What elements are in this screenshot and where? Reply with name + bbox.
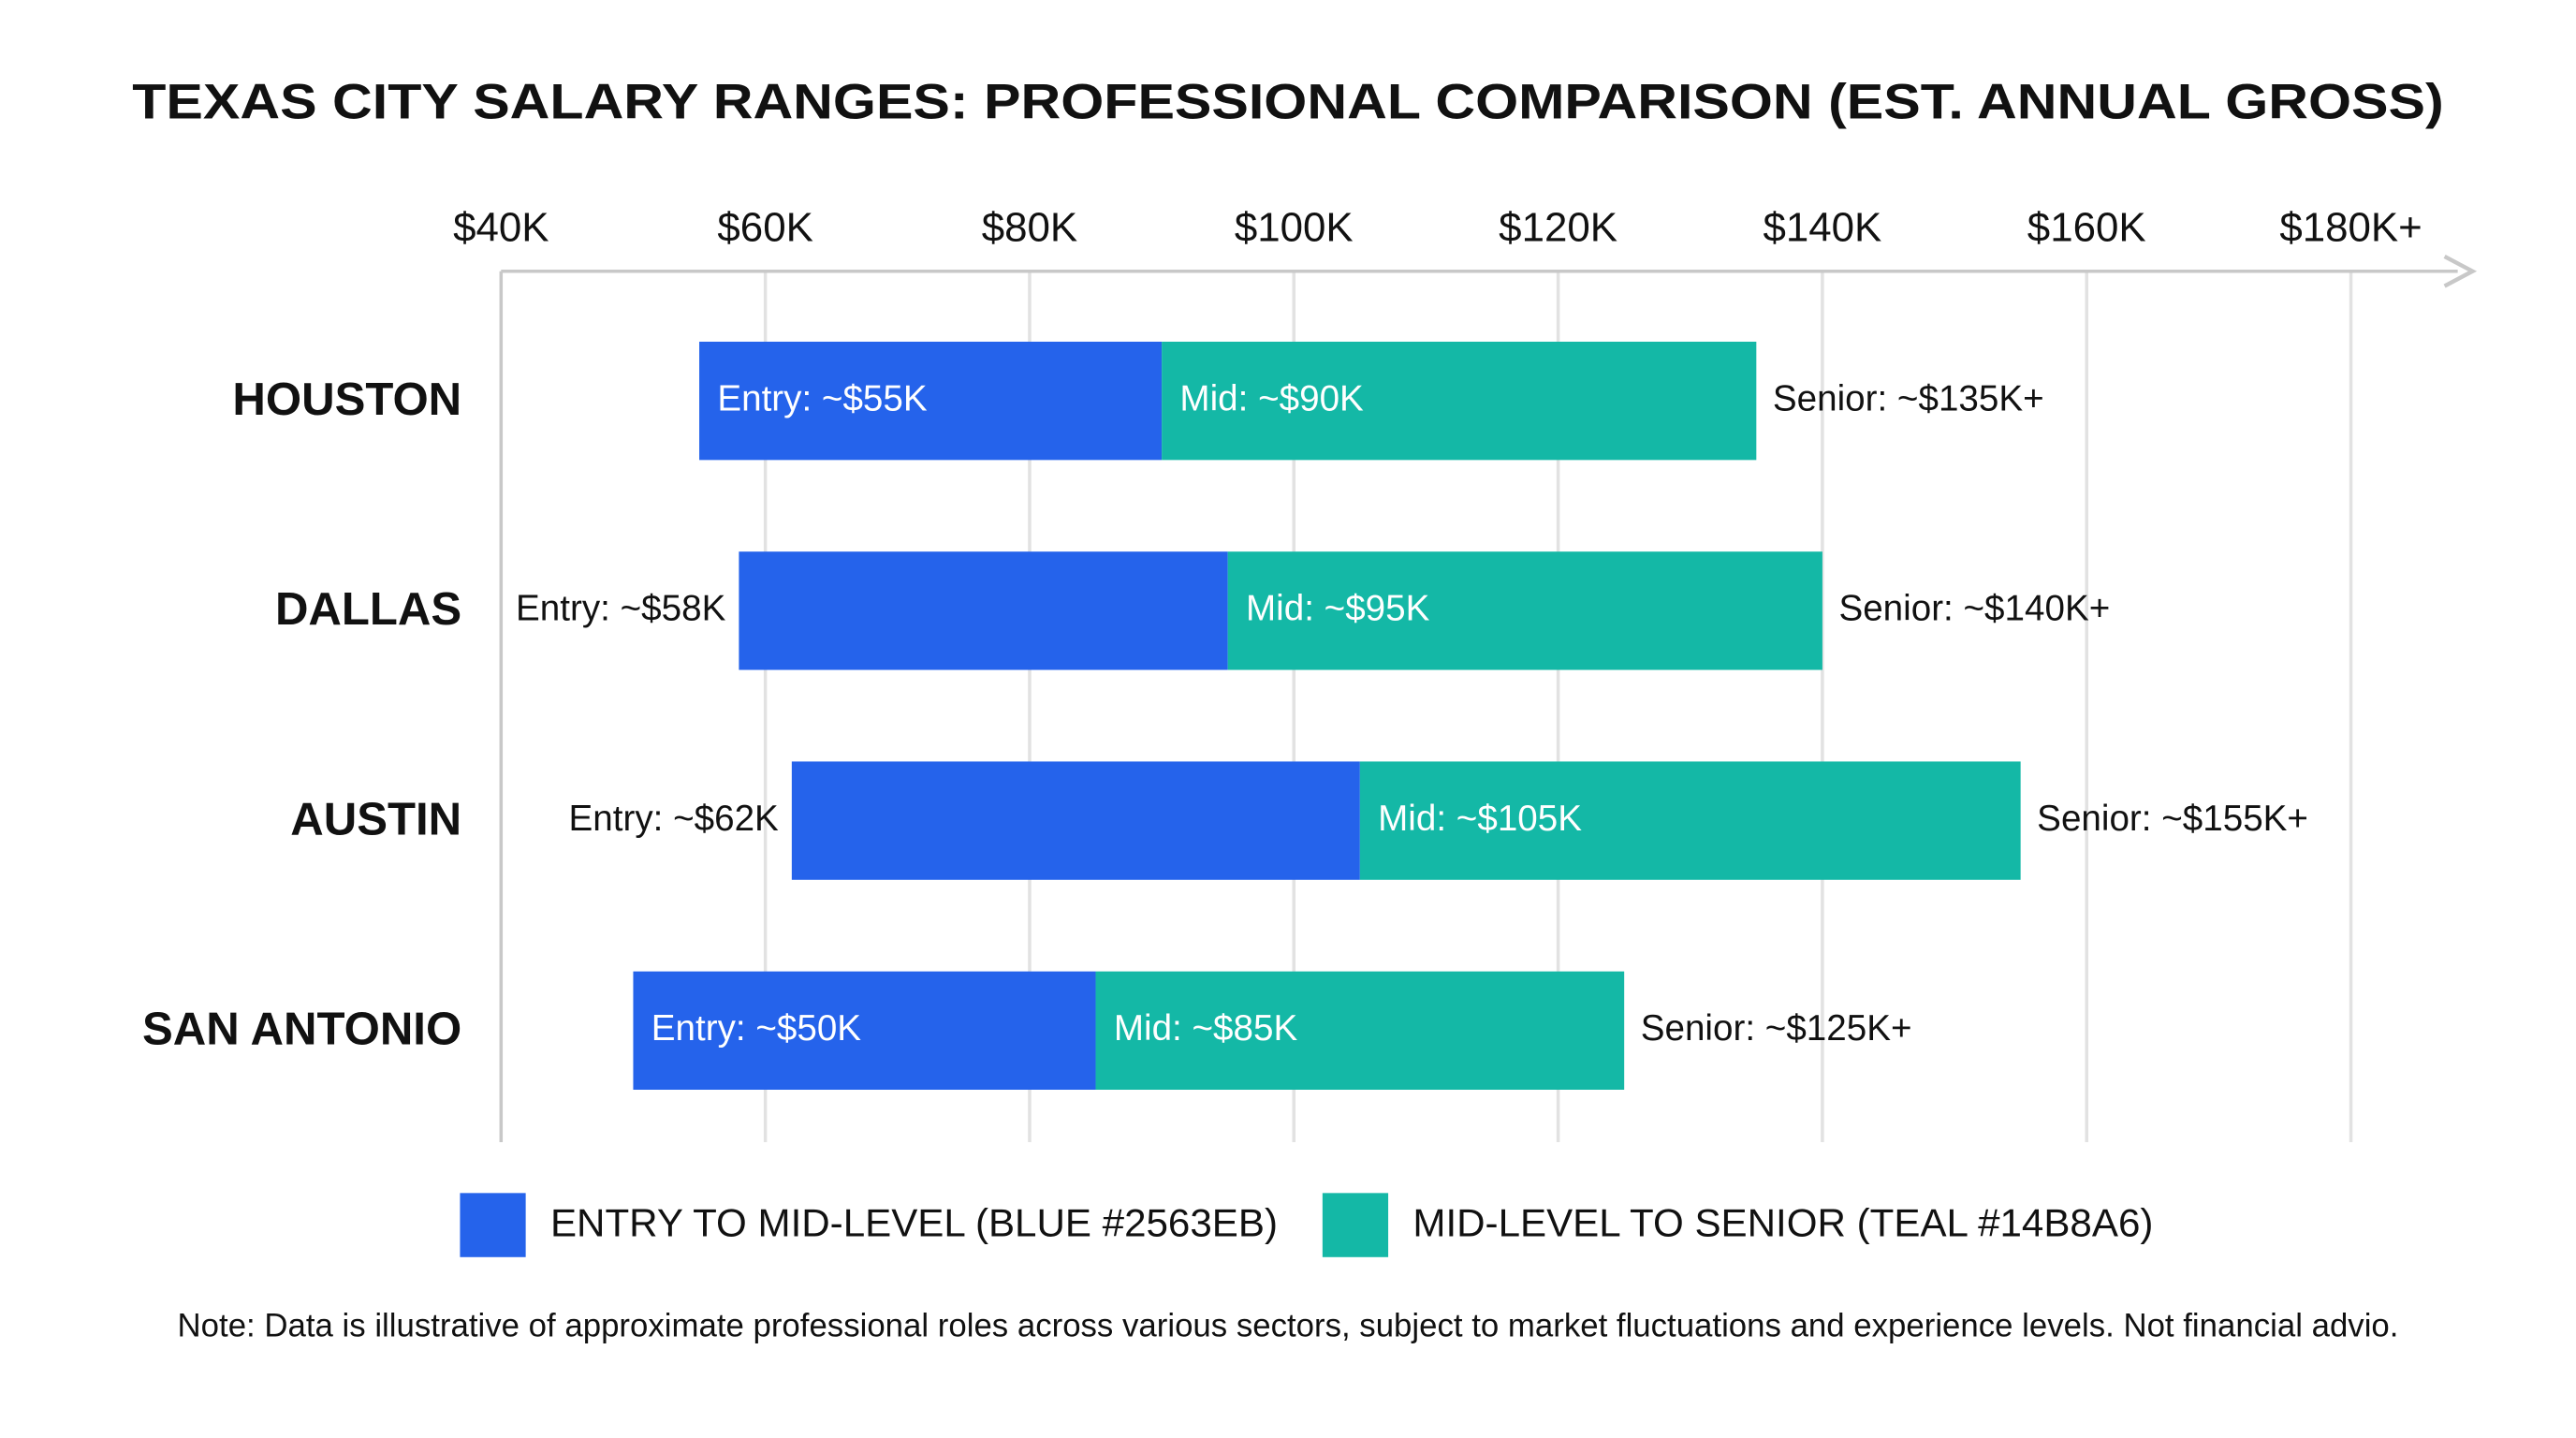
category-label: HOUSTON [232, 374, 461, 425]
legend-label: ENTRY TO MID-LEVEL (BLUE #2563EB) [550, 1201, 1278, 1245]
category-label: AUSTIN [290, 794, 461, 844]
entry-label: Entry: ~$58K [516, 589, 726, 629]
mid-label: Mid: ~$85K [1114, 1008, 1298, 1049]
senior-label: Senior: ~$155K+ [2037, 799, 2308, 839]
mid-senior-bar [1162, 341, 1757, 461]
x-axis-arrow [2443, 254, 2478, 288]
chart-title: TEXAS CITY SALARY RANGES: PROFESSIONAL C… [132, 74, 2443, 129]
footnote: Note: Data is illustrative of approximat… [178, 1308, 2399, 1344]
x-tick-label: $140K [1763, 204, 1881, 250]
senior-label: Senior: ~$125K+ [1641, 1008, 1912, 1049]
legend-swatch [460, 1193, 526, 1257]
category-label: DALLAS [275, 584, 461, 635]
mid-label: Mid: ~$90K [1179, 378, 1364, 418]
plot-area: $40K $60K $80K $100K $120K $140K $160K $180K+ HO… [142, 204, 2422, 1257]
legend-label: MID-LEVEL TO SENIOR (TEAL #14B8A6) [1412, 1201, 2153, 1245]
mid-senior-bar [1227, 551, 1822, 670]
entry-label: Entry: ~$50K [651, 1008, 862, 1049]
legend-swatch [1322, 1193, 1389, 1257]
x-tick-label: $120K [1499, 204, 1617, 250]
mid-label: Mid: ~$95K [1246, 589, 1430, 629]
senior-label: Senior: ~$135K+ [1773, 378, 2044, 418]
entry-mid-bar [791, 761, 1360, 880]
entry-label: Entry: ~$62K [569, 799, 780, 839]
x-tick-label: $160K [2027, 204, 2146, 250]
mid-senior-bar [1359, 761, 2021, 880]
x-tick-label: $40K [453, 204, 549, 250]
category-label: SAN ANTONIO [142, 1005, 461, 1055]
entry-mid-bar [739, 551, 1228, 670]
entry-label: Entry: ~$55K [717, 378, 928, 418]
x-tick-label: $80K [982, 204, 1077, 250]
mid-label: Mid: ~$105K [1378, 799, 1582, 839]
x-tick-label: $60K [717, 204, 812, 250]
entry-mid-bar [633, 971, 1096, 1090]
entry-mid-bar [699, 341, 1163, 461]
mid-senior-bar [1095, 971, 1625, 1090]
senior-label: Senior: ~$140K+ [1838, 589, 2110, 629]
x-tick-label: $100K [1235, 204, 1354, 250]
x-tick-label: $180K+ [2279, 204, 2422, 250]
